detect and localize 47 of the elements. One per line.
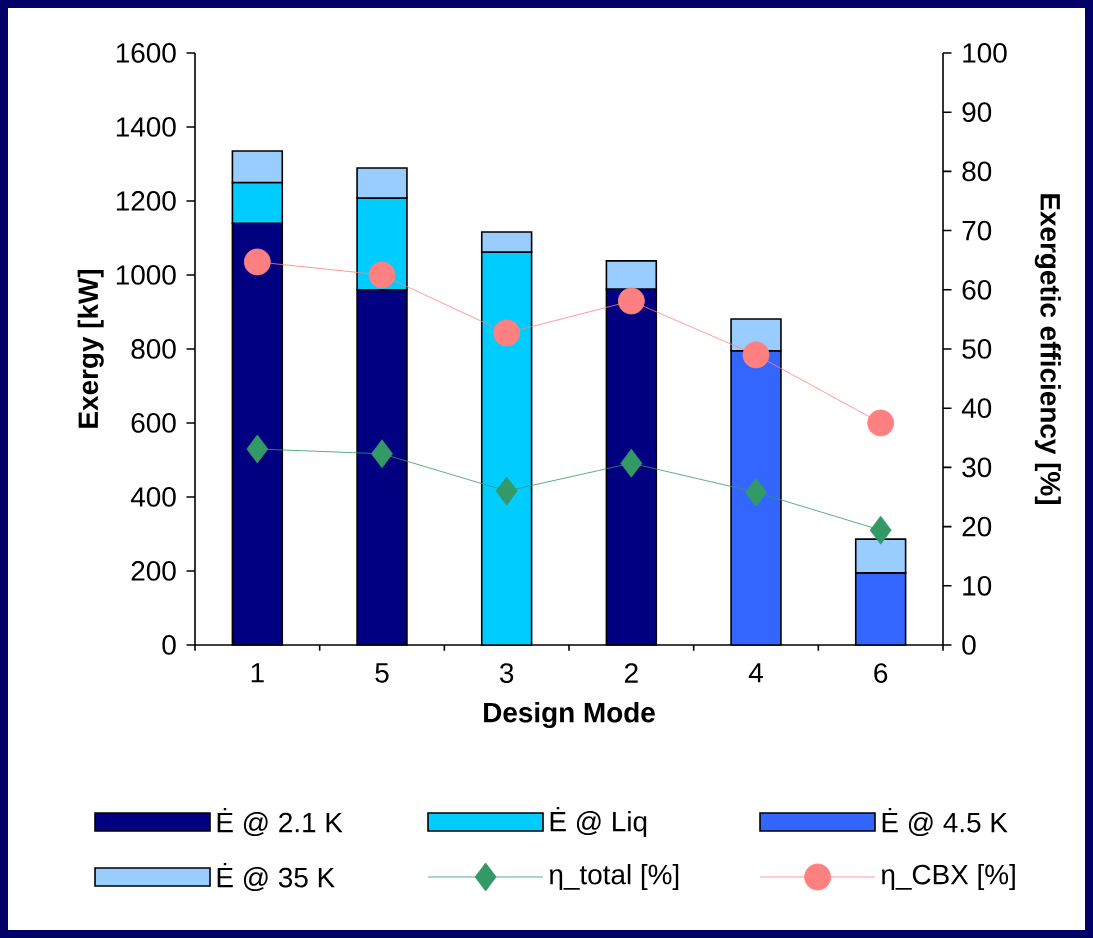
y2-tick-label: 60	[962, 279, 992, 300]
y-tick-label: 800	[131, 339, 176, 359]
legend-label: Ė @ 4.5 K	[882, 807, 1008, 836]
point	[742, 341, 770, 369]
y-axis-title: Exergy [kW]	[77, 269, 104, 428]
y2-tick-label: 50	[962, 339, 992, 359]
y-tick-label: 600	[131, 413, 176, 433]
x-tick-label: 1	[251, 663, 264, 683]
point	[246, 434, 269, 464]
y-tick-label: 200	[131, 561, 176, 581]
y2-tick-label: 10	[963, 575, 992, 596]
legend-label: η_CBX [%]	[881, 863, 1015, 890]
y2-axis-title: Exergetic efficiency [%]	[1034, 194, 1061, 504]
x-tick-label: 3	[499, 663, 514, 683]
x-tick-label: 5	[375, 663, 389, 683]
y2-tick-label: 80	[962, 161, 992, 182]
point	[371, 439, 393, 469]
y2-tick-label: 40	[961, 398, 992, 419]
point	[867, 409, 895, 437]
y-tick-label: 1400	[116, 117, 176, 137]
y2-tick-label: 100	[963, 43, 1007, 63]
point	[493, 319, 521, 347]
y-tick-label: 1600	[116, 43, 176, 63]
y2-tick-label: 30	[962, 457, 992, 478]
y2-tick-label: 70	[962, 220, 992, 241]
point	[617, 287, 645, 315]
y-tick-label: 400	[130, 487, 176, 507]
y2-tick-label: 20	[962, 516, 992, 537]
point	[243, 248, 271, 276]
y2-tick-label: 0	[962, 635, 976, 655]
point	[368, 261, 396, 289]
point	[495, 476, 518, 506]
x-tick-label: 4	[748, 663, 763, 683]
point	[869, 515, 892, 545]
y-tick-label: 1200	[116, 191, 176, 211]
y-tick-label: 1000	[116, 265, 176, 285]
x-axis-title: Design Mode	[484, 701, 655, 729]
legend-label: η_total [%]	[549, 863, 679, 890]
legend-label: Ė @ 35 K	[217, 862, 335, 891]
legend-label: Ė @ 2.1 K	[217, 807, 343, 836]
y-tick-label: 0	[162, 635, 176, 655]
x-tick-label: 6	[874, 663, 888, 683]
point	[620, 448, 643, 478]
point	[745, 477, 767, 507]
legend-label: Ė @ Liq	[550, 806, 647, 837]
y2-tick-label: 90	[962, 102, 992, 123]
x-tick-label: 2	[624, 663, 638, 683]
